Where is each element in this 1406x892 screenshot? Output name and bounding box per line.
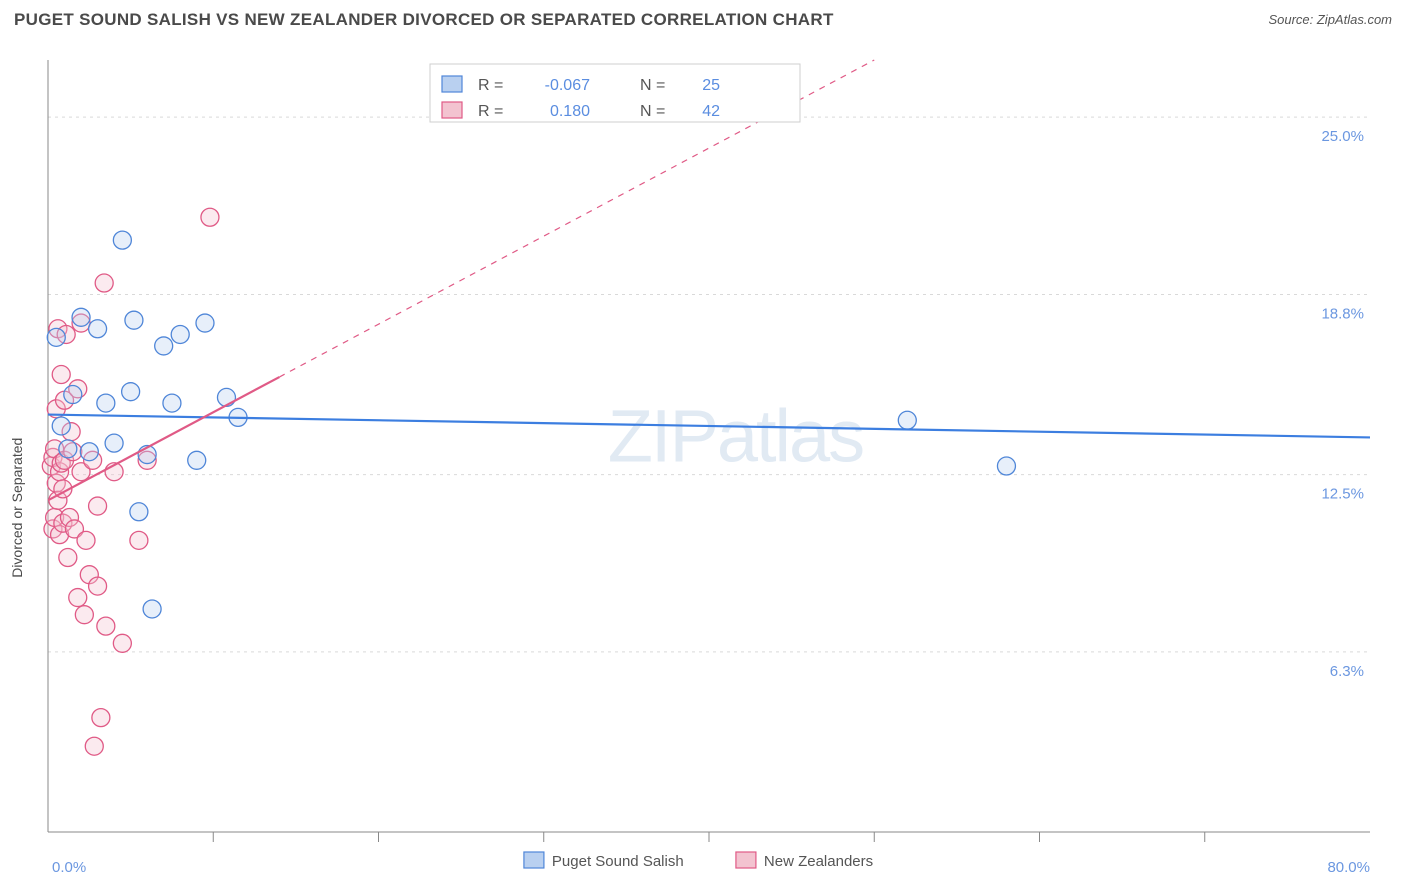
legend-n-label: N = xyxy=(640,103,665,120)
legend-n-value: 25 xyxy=(702,77,720,94)
y-grid-label: 12.5% xyxy=(1321,486,1364,503)
y-grid-label: 6.3% xyxy=(1330,663,1364,680)
scatter-point xyxy=(898,411,916,429)
bottom-legend-label: New Zealanders xyxy=(764,853,873,870)
scatter-point xyxy=(80,443,98,461)
scatter-point xyxy=(72,308,90,326)
scatter-point xyxy=(143,600,161,618)
scatter-point xyxy=(85,737,103,755)
scatter-point xyxy=(113,634,131,652)
scatter-point xyxy=(113,231,131,249)
legend-swatch xyxy=(442,102,462,118)
scatter-point xyxy=(163,394,181,412)
legend-r-label: R = xyxy=(478,77,503,94)
scatter-point xyxy=(59,549,77,567)
scatter-point xyxy=(217,388,235,406)
source-label: Source: ZipAtlas.com xyxy=(1268,12,1392,27)
scatter-point xyxy=(75,606,93,624)
scatter-point xyxy=(47,328,65,346)
scatter-point xyxy=(64,386,82,404)
chart-title: PUGET SOUND SALISH VS NEW ZEALANDER DIVO… xyxy=(14,10,834,29)
scatter-point xyxy=(105,434,123,452)
scatter-point xyxy=(89,320,107,338)
scatter-point xyxy=(95,274,113,292)
scatter-point xyxy=(69,589,87,607)
scatter-point xyxy=(196,314,214,332)
y-grid-label: 25.0% xyxy=(1321,128,1364,145)
watermark: ZIPatlas xyxy=(608,394,863,477)
scatter-point xyxy=(130,531,148,549)
scatter-point xyxy=(52,417,70,435)
scatter-point xyxy=(92,709,110,727)
scatter-point xyxy=(89,497,107,515)
scatter-point xyxy=(155,337,173,355)
scatter-point xyxy=(130,503,148,521)
legend-r-value: 0.180 xyxy=(550,103,590,120)
bottom-legend-swatch xyxy=(736,852,756,868)
scatter-point xyxy=(188,451,206,469)
scatter-point xyxy=(97,394,115,412)
bottom-legend-swatch xyxy=(524,852,544,868)
x-max-label: 80.0% xyxy=(1327,859,1370,876)
scatter-point xyxy=(89,577,107,595)
legend-n-value: 42 xyxy=(702,103,720,120)
x-min-label: 0.0% xyxy=(52,859,86,876)
scatter-point xyxy=(97,617,115,635)
bottom-legend-label: Puget Sound Salish xyxy=(552,853,684,870)
y-axis-label: Divorced or Separated xyxy=(9,438,25,578)
legend-r-label: R = xyxy=(478,103,503,120)
legend-swatch xyxy=(442,76,462,92)
legend-n-label: N = xyxy=(640,77,665,94)
legend-r-value: -0.067 xyxy=(545,77,590,94)
scatter-point xyxy=(52,366,70,384)
scatter-point xyxy=(171,325,189,343)
scatter-point xyxy=(122,383,140,401)
scatter-point xyxy=(59,440,77,458)
correlation-scatter-chart: 6.3% 12.5% 18.8% 25.0% 0.0% 80.0% Divorced or … xyxy=(0,40,1406,892)
scatter-point xyxy=(997,457,1015,475)
scatter-point xyxy=(201,208,219,226)
scatter-point xyxy=(77,531,95,549)
y-grid-label: 18.8% xyxy=(1321,305,1364,322)
scatter-point xyxy=(125,311,143,329)
